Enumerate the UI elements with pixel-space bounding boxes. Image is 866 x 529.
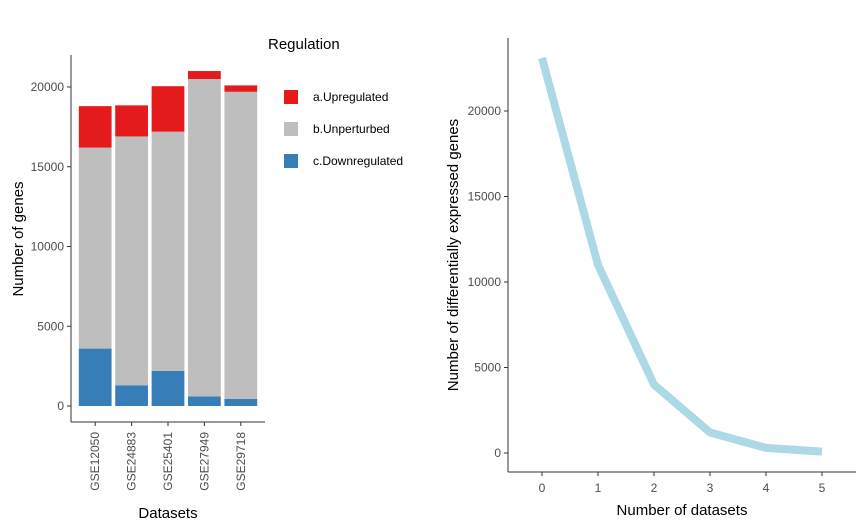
bar-segment — [115, 105, 148, 137]
bar-segment — [224, 398, 258, 406]
bar-y-tick-label: 5000 — [37, 319, 64, 333]
bar-segment — [78, 147, 112, 349]
line-x-ticks: 0 1 2 3 4 5 — [539, 472, 826, 495]
line-x-tick-label: 0 — [539, 481, 546, 495]
bar-x-axis-title: Datasets — [138, 505, 197, 522]
bar-y-tick-label: 10000 — [31, 240, 65, 254]
legend-entries: a.Upregulated b.Unperturbed c.Downregulate… — [284, 90, 403, 168]
bar-segment — [151, 86, 185, 132]
bar-segment — [78, 348, 112, 406]
line-x-tick-label: 3 — [707, 481, 714, 495]
legend-swatch — [284, 90, 298, 104]
legend-title: Regulation — [268, 36, 340, 53]
line-y-tick-label: 15000 — [468, 190, 502, 204]
bar-segment — [188, 79, 221, 397]
legend-label: b.Unperturbed — [313, 122, 390, 136]
bar-x-tick-label: GSE12050 — [88, 432, 102, 491]
bar-segment — [151, 370, 185, 406]
legend-label: c.Downregulated — [313, 154, 403, 168]
line-x-tick-label: 2 — [651, 481, 658, 495]
bar-y-axis-title: Number of genes — [10, 181, 27, 296]
line-series — [538, 56, 823, 456]
legend-swatch — [284, 154, 298, 168]
line-x-tick-label: 4 — [763, 481, 770, 495]
bar-x-tick-label: GSE29718 — [234, 432, 248, 491]
bar-segment — [151, 131, 185, 371]
bar-segment — [188, 396, 221, 406]
line-y-tick-label: 10000 — [468, 275, 502, 289]
line-x-tick-label: 5 — [819, 481, 826, 495]
line-x-tick-label: 1 — [595, 481, 602, 495]
bar-segment — [188, 71, 221, 80]
bar-marks — [78, 71, 258, 406]
bar-segment — [224, 85, 258, 92]
line-x-axis-title: Number of datasets — [617, 502, 748, 519]
bar-x-tick-label: GSE27949 — [197, 432, 211, 491]
bar-segment — [115, 136, 148, 386]
line-y-axis-title: Number of differentially expressed genes — [445, 119, 462, 391]
legend-swatch — [284, 122, 298, 136]
line-chart: 0 5000 10000 15000 20000 0 1 2 3 4 5 Number of da… — [445, 38, 856, 519]
bar-x-tick-label: GSE25401 — [161, 432, 175, 491]
bar-segment — [115, 385, 148, 406]
line-y-tick-label: 0 — [494, 446, 501, 460]
bar-y-ticks: 0 5000 10000 15000 20000 — [31, 80, 71, 413]
bar-segment — [78, 106, 112, 148]
bar-segment — [224, 91, 258, 399]
bar-x-ticks: GSE12050 GSE24883 GSE25401 GSE27949 GSE29718 — [88, 422, 248, 491]
legend: Regulation a.Upregulated b.Unperturbed c.D… — [268, 36, 403, 168]
bar-y-tick-label: 20000 — [31, 80, 65, 94]
bar-x-tick-label: GSE24883 — [125, 432, 139, 491]
bar-y-tick-label: 15000 — [31, 160, 65, 174]
line-y-tick-label: 20000 — [468, 104, 502, 118]
legend-label: a.Upregulated — [313, 90, 388, 104]
line-y-tick-label: 5000 — [474, 361, 501, 375]
line-y-ticks: 0 5000 10000 15000 20000 — [468, 104, 508, 460]
bar-y-tick-label: 0 — [57, 399, 64, 413]
